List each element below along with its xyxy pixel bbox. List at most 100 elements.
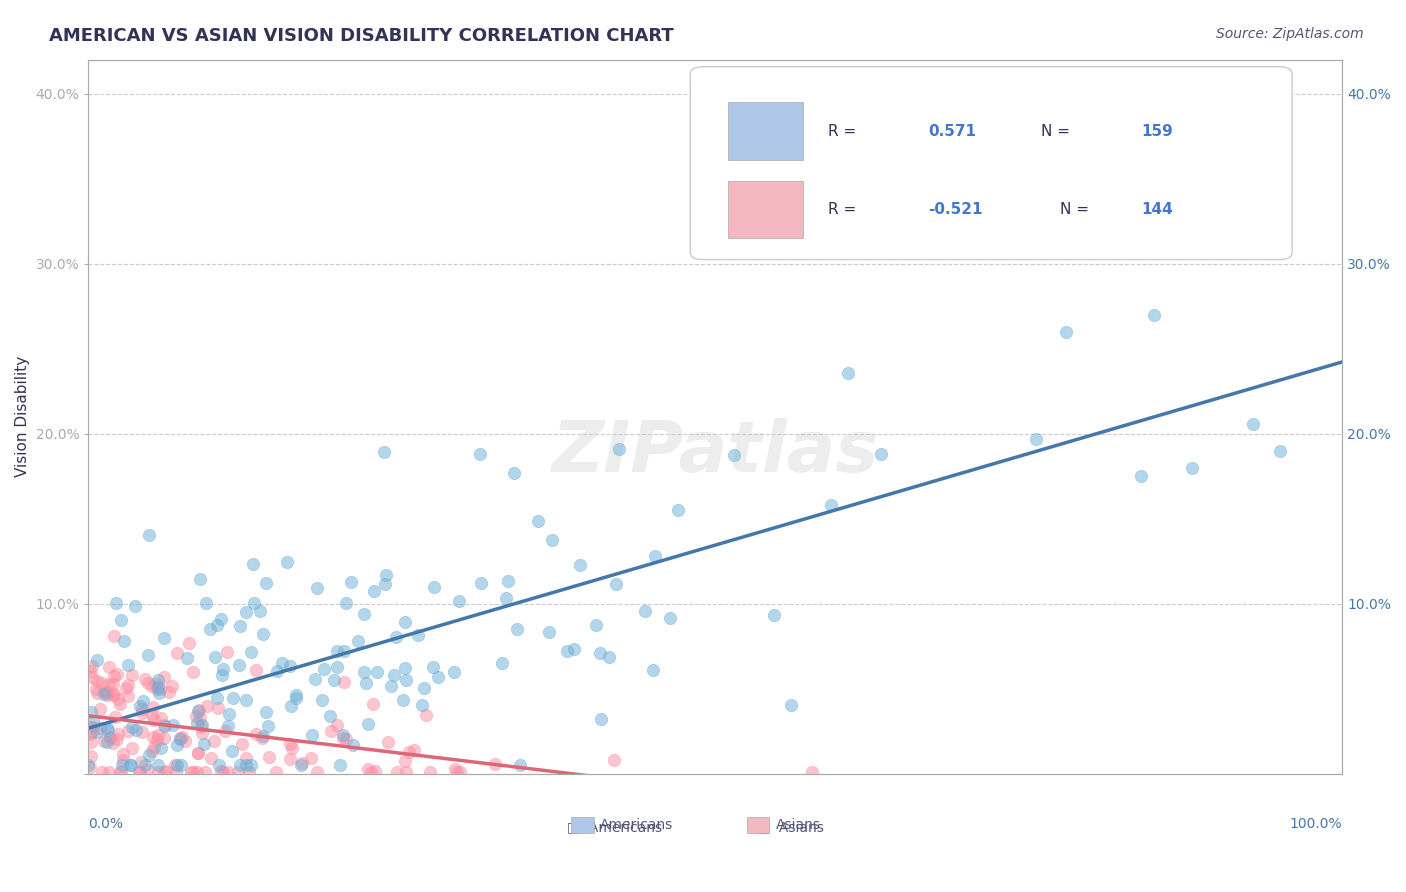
Americans	[1241, 417, 1264, 432]
Americans	[170, 758, 193, 772]
Asians	[235, 751, 257, 765]
Americans	[188, 572, 211, 586]
Americans	[252, 729, 274, 743]
Americans	[395, 673, 418, 688]
Asians	[245, 727, 267, 741]
Americans	[217, 718, 239, 732]
Asians	[449, 765, 471, 780]
Americans	[93, 688, 115, 702]
Asians	[101, 688, 124, 702]
Americans	[394, 661, 416, 675]
Americans	[80, 705, 103, 719]
Americans	[311, 692, 333, 706]
Americans	[392, 692, 415, 706]
Asians	[602, 753, 624, 767]
Asians	[214, 723, 236, 738]
Americans	[134, 758, 156, 772]
Americans	[209, 612, 232, 626]
Asians	[131, 706, 153, 720]
Americans	[373, 445, 395, 459]
Asians	[98, 731, 121, 746]
Americans	[249, 604, 271, 618]
Asians	[226, 765, 249, 780]
Americans	[869, 447, 891, 461]
Asians	[202, 734, 225, 748]
Americans	[146, 680, 169, 694]
Asians	[121, 741, 143, 756]
Asians	[163, 758, 186, 772]
Asians	[165, 765, 187, 780]
Americans	[447, 594, 470, 608]
Americans	[96, 734, 118, 748]
Asians	[291, 756, 314, 771]
Asians	[80, 670, 103, 684]
Americans	[659, 611, 682, 625]
Text: 144: 144	[1142, 202, 1174, 217]
Americans	[366, 665, 388, 680]
Asians	[136, 675, 159, 690]
Americans	[176, 650, 198, 665]
Text: 159: 159	[1142, 123, 1174, 138]
Asians	[98, 730, 121, 744]
Asians	[79, 664, 101, 678]
Asians	[107, 727, 129, 741]
Americans	[228, 657, 250, 672]
Asians	[325, 718, 347, 732]
Asians	[98, 765, 121, 780]
Asians	[170, 730, 193, 744]
Asians	[190, 720, 212, 734]
Americans	[242, 557, 264, 571]
Americans	[598, 650, 620, 665]
Americans	[498, 574, 520, 589]
Americans	[205, 690, 228, 705]
Americans	[82, 714, 104, 728]
Asians	[207, 701, 229, 715]
Text: -0.521: -0.521	[928, 202, 983, 217]
Americans	[353, 607, 375, 621]
Americans	[280, 698, 302, 713]
Asians	[104, 710, 127, 724]
Americans	[218, 707, 240, 722]
Americans	[323, 673, 346, 687]
Americans	[252, 627, 274, 641]
Asians	[110, 764, 132, 779]
Asians	[80, 748, 103, 763]
Asians	[217, 765, 239, 780]
Americans	[304, 672, 326, 686]
Asians	[136, 763, 159, 777]
Americans	[335, 596, 357, 610]
Americans	[278, 659, 301, 673]
Americans	[374, 576, 396, 591]
Asians	[89, 721, 111, 735]
Asians	[131, 702, 153, 716]
Americans	[423, 580, 446, 594]
Asians	[86, 674, 108, 689]
Americans	[568, 558, 591, 573]
Asians	[128, 765, 150, 780]
Americans	[138, 528, 160, 542]
Asians	[80, 658, 103, 673]
Americans	[146, 673, 169, 687]
Asians	[143, 740, 166, 755]
Americans	[222, 690, 245, 705]
Americans	[266, 664, 288, 678]
Americans	[666, 503, 689, 517]
Americans	[169, 732, 191, 747]
Americans	[138, 648, 160, 662]
Americans	[121, 720, 143, 734]
Asians	[215, 645, 238, 659]
Asians	[155, 764, 177, 778]
Asians	[97, 659, 120, 673]
Asians	[188, 703, 211, 717]
Asians	[141, 679, 163, 693]
Americans	[229, 618, 252, 632]
Asians	[89, 702, 111, 716]
Americans	[121, 758, 143, 772]
Asians	[134, 672, 156, 686]
Asians	[299, 750, 322, 764]
Asians	[80, 724, 103, 739]
Americans	[837, 366, 859, 380]
FancyBboxPatch shape	[728, 181, 803, 238]
Americans	[509, 758, 531, 772]
Asians	[238, 765, 260, 780]
